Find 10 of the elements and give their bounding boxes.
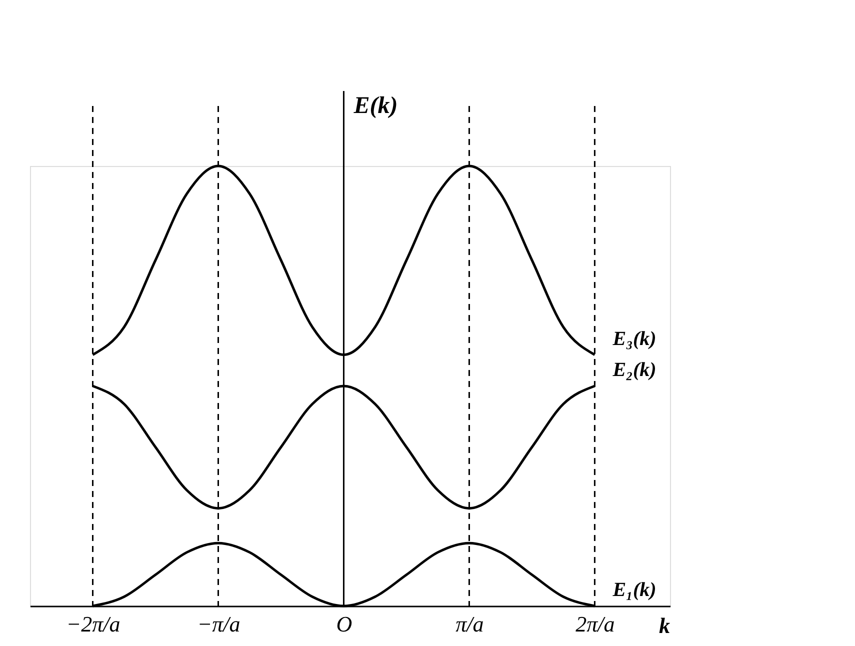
- x-axis-title: k: [659, 613, 670, 638]
- series-label: E₂(k): [612, 359, 656, 381]
- x-tick-label: O: [336, 612, 352, 636]
- x-tick-label: 2π/a: [576, 612, 615, 636]
- series-label: E₁(k): [612, 579, 656, 601]
- x-tick-label: −2π/a: [66, 612, 120, 636]
- series-label: E₃(k): [612, 328, 656, 350]
- x-tick-label: −π/a: [197, 612, 240, 636]
- y-axis-title: E(k): [352, 93, 398, 119]
- x-tick-label: π/a: [456, 612, 484, 636]
